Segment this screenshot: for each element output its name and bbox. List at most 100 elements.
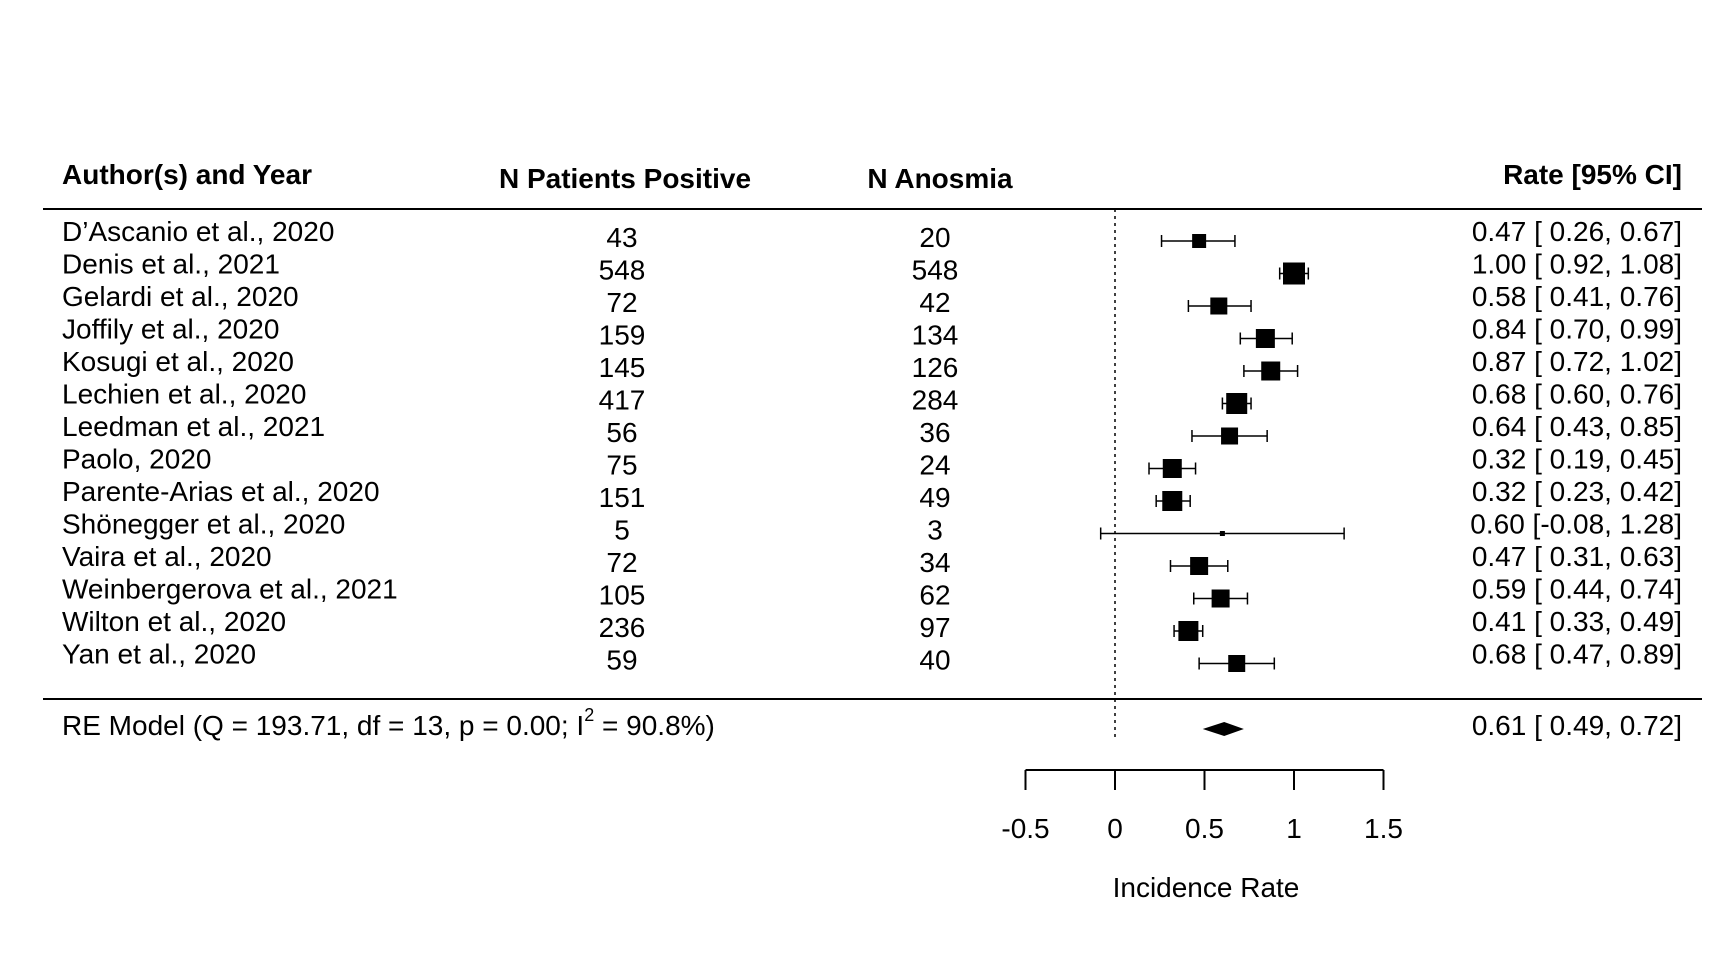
x-tick-label: 0.5 xyxy=(1185,813,1224,844)
n-positive-value: 59 xyxy=(606,645,637,676)
study-row: D’Ascanio et al., 2020 43 20 0.47 [ 0.26, 0… xyxy=(62,216,1682,253)
study-row: Kosugi et al., 2020 145 126 0.87 [ 0.72, 1.… xyxy=(62,346,1682,383)
rate-ci-value: 0.32 [ 0.19, 0.45] xyxy=(1472,444,1682,475)
point-estimate xyxy=(1283,262,1305,285)
study-name: Parente-Arias et al., 2020 xyxy=(62,476,380,507)
rate-ci-value: 0.59 [ 0.44, 0.74] xyxy=(1472,574,1682,605)
study-row: Wilton et al., 2020 236 97 0.41 [ 0.33, 0.4… xyxy=(62,606,1682,643)
n-anosmia-value: 3 xyxy=(927,515,943,546)
summary-rate: 0.61 [ 0.49, 0.72] xyxy=(1472,710,1682,741)
n-positive-value: 105 xyxy=(599,580,646,611)
study-rows: D’Ascanio et al., 2020 43 20 0.47 [ 0.26, 0… xyxy=(62,216,1682,676)
rate-ci-value: 0.68 [ 0.47, 0.89] xyxy=(1472,639,1682,670)
study-row: Yan et al., 2020 59 40 0.68 [ 0.47, 0.89] xyxy=(62,639,1682,676)
n-positive-value: 151 xyxy=(599,482,646,513)
n-positive-value: 5 xyxy=(614,515,630,546)
x-tick-label: -0.5 xyxy=(1001,813,1049,844)
study-name: Lechien et al., 2020 xyxy=(62,379,306,410)
header-n-positive: N Patients Positive xyxy=(499,163,751,194)
summary-label-superscript: 2 xyxy=(584,705,594,725)
n-positive-value: 159 xyxy=(599,320,646,351)
rate-ci-value: 0.47 [ 0.31, 0.63] xyxy=(1472,541,1682,572)
n-positive-value: 145 xyxy=(599,352,646,383)
n-anosmia-value: 40 xyxy=(919,645,950,676)
study-row: Shönegger et al., 2020 5 3 0.60 [-0.08, 1.2… xyxy=(62,509,1682,546)
rate-ci-value: 0.60 [-0.08, 1.28] xyxy=(1470,509,1682,540)
point-estimate xyxy=(1210,297,1228,315)
n-anosmia-value: 34 xyxy=(919,547,950,578)
study-name: Kosugi et al., 2020 xyxy=(62,346,294,377)
study-row: Joffily et al., 2020 159 134 0.84 [ 0.70, 0… xyxy=(62,314,1682,351)
rate-ci-value: 0.87 [ 0.72, 1.02] xyxy=(1472,346,1682,377)
point-estimate xyxy=(1162,491,1183,511)
n-anosmia-value: 42 xyxy=(919,287,950,318)
study-name: Wilton et al., 2020 xyxy=(62,606,286,637)
n-anosmia-value: 62 xyxy=(919,580,950,611)
point-estimate xyxy=(1211,589,1230,608)
point-estimate xyxy=(1178,621,1199,641)
rate-ci-value: 0.41 [ 0.33, 0.49] xyxy=(1472,606,1682,637)
summary-row: RE Model (Q = 193.71, df = 13, p = 0.00;… xyxy=(62,705,1682,741)
n-positive-value: 236 xyxy=(599,612,646,643)
study-row: Gelardi et al., 2020 72 42 0.58 [ 0.41, 0.7… xyxy=(62,281,1682,318)
header-study: Author(s) and Year xyxy=(62,159,312,190)
study-name: Denis et al., 2021 xyxy=(62,249,280,280)
n-anosmia-value: 49 xyxy=(919,482,950,513)
point-estimate xyxy=(1228,655,1246,672)
n-positive-value: 72 xyxy=(606,547,637,578)
x-axis: -0.5 0 0.5 1 1.5 xyxy=(1001,769,1403,844)
n-positive-value: 56 xyxy=(606,417,637,448)
rate-ci-value: 0.32 [ 0.23, 0.42] xyxy=(1472,476,1682,507)
x-tick-label: 1 xyxy=(1286,813,1302,844)
n-anosmia-value: 134 xyxy=(912,320,959,351)
point-estimate xyxy=(1261,361,1281,381)
n-anosmia-value: 36 xyxy=(919,417,950,448)
point-estimate xyxy=(1190,557,1209,575)
study-row: Paolo, 2020 75 24 0.32 [ 0.19, 0.45] xyxy=(62,444,1682,481)
study-name: D’Ascanio et al., 2020 xyxy=(62,216,334,247)
n-positive-value: 75 xyxy=(606,450,637,481)
study-name: Gelardi et al., 2020 xyxy=(62,281,299,312)
n-positive-value: 548 xyxy=(599,255,646,286)
x-tick-label: 1.5 xyxy=(1364,813,1403,844)
summary-label-main: RE Model (Q = 193.71, df = 13, p = 0.00;… xyxy=(62,710,584,741)
study-row: Lechien et al., 2020 417 284 0.68 [ 0.60, 0… xyxy=(62,379,1682,416)
point-estimate xyxy=(1226,393,1248,414)
x-axis-title: Incidence Rate xyxy=(1113,872,1300,903)
x-tick-label: 0 xyxy=(1107,813,1123,844)
n-anosmia-value: 20 xyxy=(919,222,950,253)
point-estimate xyxy=(1192,234,1207,248)
n-anosmia-value: 284 xyxy=(912,385,959,416)
point-estimate xyxy=(1162,459,1182,478)
study-name: Yan et al., 2020 xyxy=(62,639,256,670)
study-row: Denis et al., 2021 548 548 1.00 [ 0.92, 1.0… xyxy=(62,249,1682,286)
summary-diamond xyxy=(1202,722,1244,736)
rate-ci-value: 0.47 [ 0.26, 0.67] xyxy=(1472,216,1682,247)
study-row: Vaira et al., 2020 72 34 0.47 [ 0.31, 0.63] xyxy=(62,541,1682,578)
rate-ci-value: 0.84 [ 0.70, 0.99] xyxy=(1472,314,1682,345)
study-name: Leedman et al., 2021 xyxy=(62,411,325,442)
summary-label-tail: = 90.8%) xyxy=(594,710,715,741)
study-name: Weinbergerova et al., 2021 xyxy=(62,574,398,605)
study-row: Weinbergerova et al., 2021 105 62 0.59 [ 0.… xyxy=(62,574,1682,611)
study-name: Paolo, 2020 xyxy=(62,444,211,475)
rate-ci-value: 1.00 [ 0.92, 1.08] xyxy=(1472,249,1682,280)
n-anosmia-value: 548 xyxy=(912,255,959,286)
rate-ci-value: 0.68 [ 0.60, 0.76] xyxy=(1472,379,1682,410)
n-positive-value: 72 xyxy=(606,287,637,318)
n-anosmia-value: 24 xyxy=(919,450,950,481)
n-positive-value: 417 xyxy=(599,385,646,416)
header-n-anosmia: N Anosmia xyxy=(867,163,1013,194)
point-estimate xyxy=(1255,329,1275,348)
point-estimate xyxy=(1219,531,1225,536)
n-anosmia-value: 97 xyxy=(919,612,950,643)
n-positive-value: 43 xyxy=(606,222,637,253)
header-rate: Rate [95% CI] xyxy=(1503,159,1682,190)
rate-ci-value: 0.58 [ 0.41, 0.76] xyxy=(1472,281,1682,312)
rate-ci-value: 0.64 [ 0.43, 0.85] xyxy=(1472,411,1682,442)
summary-label: RE Model (Q = 193.71, df = 13, p = 0.00;… xyxy=(62,705,715,741)
study-name: Vaira et al., 2020 xyxy=(62,541,272,572)
point-estimate xyxy=(1221,427,1239,445)
n-anosmia-value: 126 xyxy=(912,352,959,383)
